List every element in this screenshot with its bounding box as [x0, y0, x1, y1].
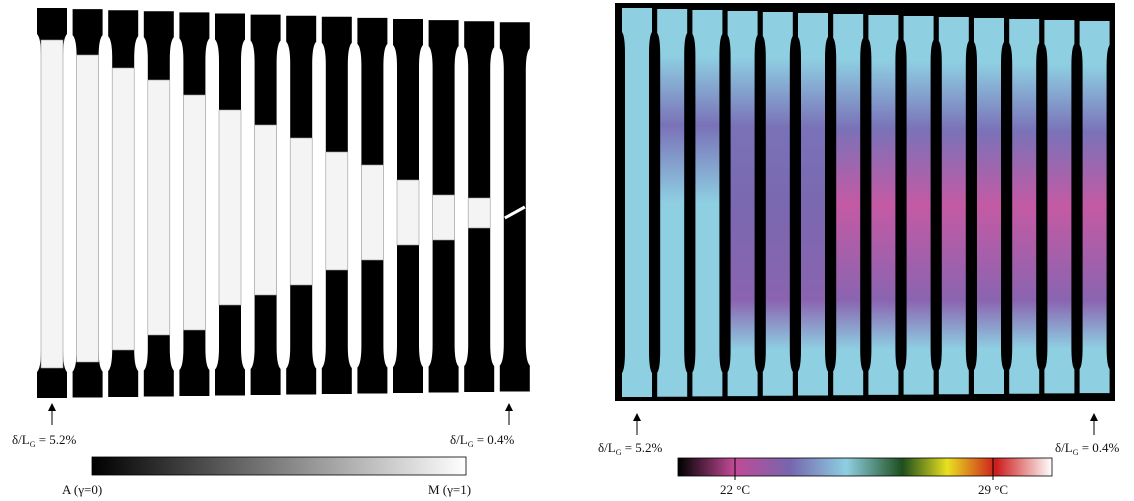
thermal-specimen [974, 18, 1004, 394]
martensite-band [147, 79, 171, 336]
end-label: δ/LG = 0.4% [450, 432, 515, 449]
thermal-specimen [1009, 19, 1040, 394]
martensite-band [289, 137, 313, 286]
specimen [499, 22, 530, 392]
thermal-specimen [938, 17, 969, 395]
martensite-band [361, 164, 384, 261]
end-label: δ/LG = 0.4% [1055, 440, 1120, 457]
martensite-band [183, 94, 206, 331]
thermal-specimen [692, 10, 723, 397]
martensite-band [111, 67, 135, 351]
martensite-streak [504, 205, 526, 220]
thermal-specimen [1079, 21, 1110, 394]
thermal-specimen [798, 13, 828, 396]
left-annotations: δ/LG = 5.2% δ/LG = 0.4% A (γ=0) M (γ=1) [12, 403, 515, 497]
martensite-band [76, 54, 99, 363]
thermal-specimen [762, 12, 793, 396]
colorbar [91, 456, 467, 476]
thermal-specimen [622, 8, 652, 397]
thermal-specimen [727, 11, 758, 397]
martensite-band [254, 124, 277, 296]
right-panel [622, 8, 1110, 397]
colorbar-tick-label: 22 °C [720, 482, 750, 497]
arrow-head [1090, 413, 1098, 421]
arrow-head [505, 403, 513, 411]
colorbar-min-label: A (γ=0) [62, 482, 102, 497]
arrow-head [633, 413, 641, 421]
martensite-band [396, 179, 420, 246]
colorbar-max-label: M (γ=1) [428, 482, 471, 497]
martensite-band [467, 197, 491, 229]
martensite-band [218, 109, 242, 306]
thermal-specimen [833, 14, 864, 396]
colorbar-tick-label: 29 °C [978, 482, 1008, 497]
thermal-specimen [868, 15, 899, 395]
martensite-band [325, 151, 349, 271]
left-panel [37, 8, 530, 398]
right-annotations: δ/LG = 5.2% δ/LG = 0.4% 22 °C 29 °C [598, 413, 1120, 497]
start-label: δ/LG = 5.2% [12, 432, 77, 449]
thermal-background [615, 3, 1115, 401]
martensite-band [432, 194, 455, 241]
thermal-specimen [903, 16, 934, 395]
martensite-band [40, 39, 64, 369]
thermal-specimen [657, 9, 688, 397]
thermal-specimen [1044, 20, 1075, 394]
start-label: δ/LG = 5.2% [598, 440, 663, 457]
arrow-head [48, 403, 56, 411]
colorbar [677, 457, 1053, 477]
